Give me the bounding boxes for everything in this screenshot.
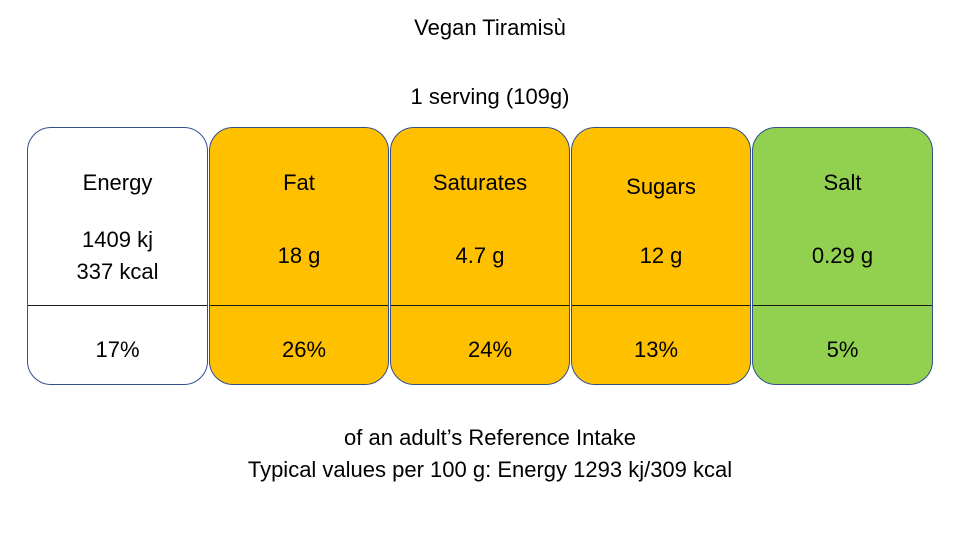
nutrient-card-salt: Salt 0.29 g 5% bbox=[752, 127, 933, 385]
nutrient-label: Energy bbox=[82, 170, 153, 195]
nutrient-amount: 18 g bbox=[277, 243, 321, 268]
nutrient-label: Saturates bbox=[432, 170, 528, 195]
nutrient-percent: 24% bbox=[467, 337, 513, 362]
typical-values-note: Typical values per 100 g: Energy 1293 kj… bbox=[247, 457, 733, 482]
nutrient-amount: 0.29 g bbox=[811, 243, 874, 268]
nutrient-card-saturates: Saturates 4.7 g 24% bbox=[390, 127, 570, 385]
reference-intake-note: of an adult’s Reference Intake bbox=[344, 425, 636, 450]
energy-kcal: 337 kcal bbox=[76, 259, 159, 284]
serving-size: 1 serving (109g) bbox=[410, 84, 570, 109]
nutrient-percent: 13% bbox=[633, 337, 679, 362]
nutrient-card-sugars: Sugars 12 g 13% bbox=[571, 127, 751, 385]
nutrient-percent: 17% bbox=[95, 337, 140, 362]
card-divider bbox=[28, 305, 207, 306]
nutrient-label: Salt bbox=[823, 170, 862, 195]
nutrient-card-energy: Energy 1409 kj 337 kcal 17% bbox=[27, 127, 208, 385]
card-divider bbox=[572, 305, 750, 306]
card-divider bbox=[210, 305, 388, 306]
nutrient-amount: 12 g bbox=[639, 243, 683, 268]
energy-kj: 1409 kj bbox=[82, 227, 153, 252]
card-divider bbox=[753, 305, 932, 306]
nutrient-label: Sugars bbox=[626, 174, 696, 199]
nutrient-amount: 4.7 g bbox=[455, 243, 505, 268]
nutrient-card-fat: Fat 18 g 26% bbox=[209, 127, 389, 385]
card-divider bbox=[391, 305, 569, 306]
nutrient-percent: 5% bbox=[826, 337, 859, 362]
nutrient-label: Fat bbox=[283, 170, 315, 195]
label-title: Vegan Tiramisù bbox=[414, 15, 566, 40]
nutrient-percent: 26% bbox=[281, 337, 327, 362]
